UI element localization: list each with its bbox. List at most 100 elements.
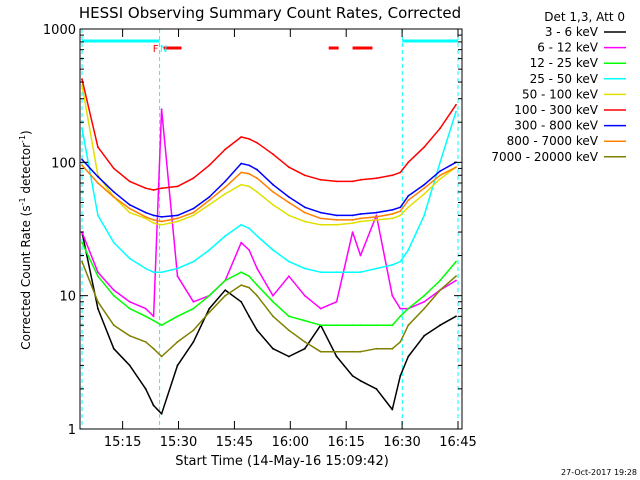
data-point [303,267,306,270]
data-point [288,355,290,358]
data-point [391,264,394,266]
data-point [176,217,179,220]
data-point [224,180,227,183]
data-point [240,162,243,165]
data-point [288,196,290,198]
data-point [192,260,195,263]
data-point [391,408,394,411]
data-point [81,241,83,244]
data-point [439,289,441,291]
data-point [208,311,211,314]
data-point [256,177,258,180]
data-point [319,178,322,181]
data-point [423,334,426,337]
data-point [335,219,338,221]
data-point [152,219,155,221]
data-point [375,216,378,218]
flag-label: N [160,44,167,55]
legend-label: 3 - 6 keV [545,25,599,39]
data-point [288,260,290,263]
data-point [160,216,163,218]
data-point [176,275,179,278]
data-point [240,284,243,286]
data-point [351,180,354,183]
data-point [208,249,211,251]
series-line [81,164,457,223]
data-point [208,196,211,198]
data-point [399,375,402,377]
data-point [176,341,179,343]
data-point [112,324,115,327]
data-point [391,324,394,327]
data-point [144,341,147,343]
data-point [288,214,290,217]
data-point [144,388,147,390]
data-point [335,350,338,353]
data-point [303,206,306,209]
data-point [319,217,322,220]
data-point [359,213,362,215]
data-point [335,214,338,217]
data-point [423,183,426,186]
data-point [152,347,155,350]
data-point [224,294,227,297]
data-point [455,110,457,113]
data-point [351,214,354,217]
data-point [240,241,243,244]
data-point [391,213,394,215]
data-point [176,315,179,318]
data-point [399,214,402,217]
data-point [224,235,227,237]
data-point [439,161,441,164]
y-axis: 1 10 100 1000 [43,23,462,438]
data-point [272,315,274,318]
x-axis-label: Start Time (14-May-16 15:09:42) [175,454,389,469]
data-point [303,211,306,214]
data-point [208,294,211,297]
data-point [81,260,83,263]
x-tick-label: 16:45 [439,435,476,450]
y-tick-label: 10 [59,290,76,305]
data-point [351,375,354,377]
ylabel-exponent-1: -1 [18,197,27,205]
data-point [176,185,179,188]
data-point [375,388,378,390]
x-tick-label: 16:30 [383,435,420,450]
data-point [112,191,115,193]
data-point [399,341,402,343]
data-point [439,324,441,327]
data-point [160,108,163,111]
series-line [81,111,457,273]
data-point [248,315,251,318]
data-point [224,186,227,189]
data-point [248,138,251,140]
data-point [335,300,338,303]
data-point [351,350,354,353]
data-point [192,214,195,217]
data-point [351,231,354,234]
data-point [303,347,306,350]
data-point [423,300,426,303]
data-point [439,178,441,180]
data-point [423,307,426,310]
data-point [240,271,243,274]
data-point [160,324,163,327]
data-point [351,324,354,327]
data-point [272,153,274,156]
series-line [81,242,457,326]
data-point [160,223,163,226]
data-point [407,307,410,310]
data-point [359,254,362,257]
data-point [128,203,131,206]
data-point [248,286,251,289]
legend-label: 25 - 50 keV [530,72,599,86]
data-point [112,167,115,170]
data-point [112,196,115,198]
data-point [128,257,131,260]
data-point [81,158,83,161]
data-point [192,300,195,303]
data-point [248,185,251,188]
series-line [81,158,457,218]
